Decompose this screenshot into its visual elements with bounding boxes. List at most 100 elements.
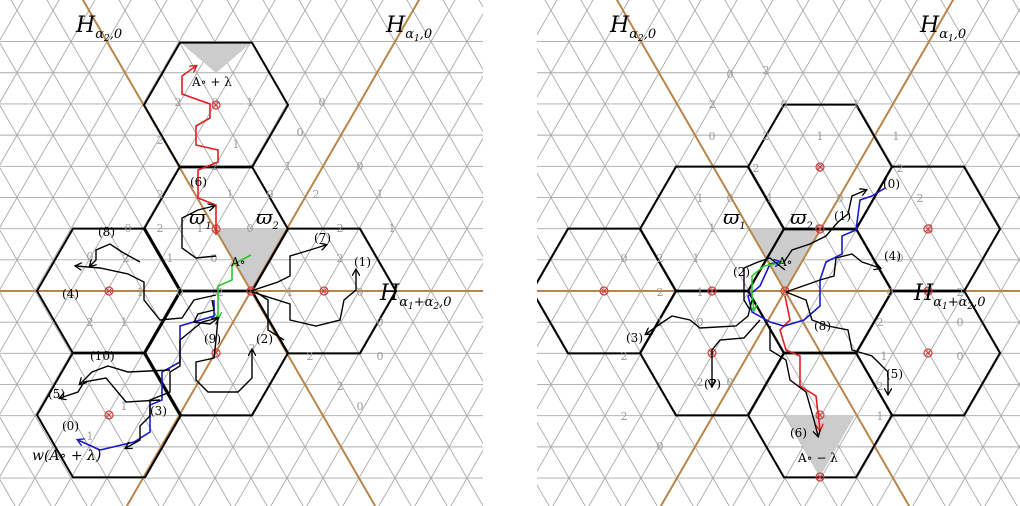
shaded-alcove (785, 415, 855, 477)
lattice-digit: 0 (837, 192, 844, 205)
grid-line (0, 416, 52, 506)
lattice-digit: 2 (217, 286, 224, 299)
lattice-digit: 0 (727, 68, 734, 81)
lattice-digit: 0 (709, 130, 716, 143)
grid-line (0, 42, 268, 506)
weight-label-2-right: ϖ2 (790, 205, 813, 232)
lattice-digit: 1 (697, 192, 704, 205)
hyperplane-label-a1-left: Hα1,0 (385, 13, 432, 44)
grid-line (298, 0, 483, 320)
weight-label-2-left: ϖ2 (256, 205, 279, 232)
lattice-digit: 1 (853, 98, 860, 111)
lattice-digit: 1 (389, 222, 396, 235)
grid-line (732, 7, 1020, 506)
grid-line (796, 0, 1020, 388)
lattice-digit: 0 (87, 250, 94, 263)
lattice-digit: 1 (877, 410, 884, 423)
lattice-digit: 1 (817, 130, 824, 143)
lattice-digit: 2 (157, 222, 164, 235)
lattice-digit: 1 (697, 286, 704, 299)
lattice-digit: 0 (727, 376, 734, 389)
hyperplane-a2 (81, 0, 377, 506)
lattice-digit: 1 (881, 350, 888, 363)
lattice-digit: 0 (357, 286, 364, 299)
paths-right (646, 187, 888, 436)
weight-label-1-right: ϖ1 (723, 205, 746, 232)
walk-path (646, 299, 753, 334)
lattice-digit: 1 (709, 222, 716, 235)
walk-path (90, 243, 141, 266)
lattice-digit: 1 (287, 286, 294, 299)
walk-path (126, 317, 219, 448)
grid-line (46, 0, 340, 506)
lattice-vertex (104, 410, 114, 420)
lattice-vertex-cross (816, 163, 824, 171)
lattice-digit: 1 (87, 430, 94, 443)
lattice-digit: 0 (267, 188, 274, 201)
grid-line (724, 0, 1018, 506)
lattice-digit: 1 (227, 188, 234, 201)
lattice-digit: 0 (377, 350, 384, 363)
walk-path (712, 319, 761, 386)
grid-line (0, 104, 232, 506)
step-label-6-left: (6) (190, 175, 207, 189)
hyperplane-label-a2-left: Hα2,0 (75, 13, 122, 44)
walk-path (78, 300, 215, 451)
walk-path (80, 365, 171, 384)
lattice-digit: 2 (337, 252, 344, 265)
lattice-vertex-cross (816, 473, 824, 481)
hexagons-left (35, 41, 398, 479)
grid-line (442, 0, 483, 71)
lattice-digit: 2 (621, 410, 628, 423)
grid-line (588, 0, 882, 506)
lattice-digit: 2 (877, 380, 884, 393)
step-label-0-right: (0) (883, 177, 900, 191)
step-label-1-left: (1) (354, 255, 371, 269)
lattice-digit: 0 (957, 350, 964, 363)
grid-line (270, 137, 483, 506)
lattice-digit: 2 (621, 350, 628, 363)
grid-line (912, 319, 1020, 506)
alcoves-left (181, 43, 286, 291)
lattice-digit: 0 (781, 98, 788, 111)
grid-line (190, 0, 483, 506)
walk-path (785, 253, 880, 293)
lattice-digits-right: 0 2 2 0 1 0 2 1 1 2 0 2 1 0 1 0 2 1 0 2 0 2 1 0 2 1 0 2 1 0 2 0 2 1 0 2 0 2 2 0… (621, 64, 964, 453)
lattice-digit: 2 (175, 96, 182, 109)
walk-path (181, 66, 219, 235)
lattice-vertex-cross (816, 225, 824, 233)
lattice-digit: 2 (917, 192, 924, 205)
lattice-digit: 0 (621, 252, 628, 265)
walk-path (251, 270, 356, 327)
grid-line (544, 0, 838, 506)
lattice-digit: 0 (319, 96, 326, 109)
grid-line (537, 484, 550, 506)
lattice-digit: 0 (125, 222, 132, 235)
walk-path (195, 317, 252, 393)
grid-line (0, 0, 24, 41)
grid-line (804, 132, 1020, 506)
lattice-digit: 1 (285, 160, 292, 173)
grid-line (450, 449, 483, 506)
lattice-vertex (246, 286, 256, 296)
grid-line (876, 257, 1020, 506)
lattice-digit: 2 (212, 160, 219, 173)
grid-line (54, 0, 348, 506)
lattice-digit: 2 (753, 162, 760, 175)
lattice-digit: 2 (157, 188, 164, 201)
lattice-digit: 0 (177, 286, 184, 299)
alcove-label-bottom: A∘ − λ (797, 451, 838, 465)
lattice-vertex-cross (320, 287, 328, 295)
lattice-digit: 1 (121, 316, 128, 329)
grid-line (689, 0, 1007, 506)
alcove-label-mid-left: A∘ (230, 255, 246, 269)
grid-line (537, 172, 730, 506)
grid-line (552, 0, 846, 506)
grid-line (537, 0, 666, 223)
lattice-vertex (815, 162, 825, 172)
lattice-digit: 1 (197, 222, 204, 235)
grid-line (537, 297, 658, 506)
lattice-vertex-cross (600, 287, 608, 295)
lattice-digit: 1 (693, 252, 700, 265)
